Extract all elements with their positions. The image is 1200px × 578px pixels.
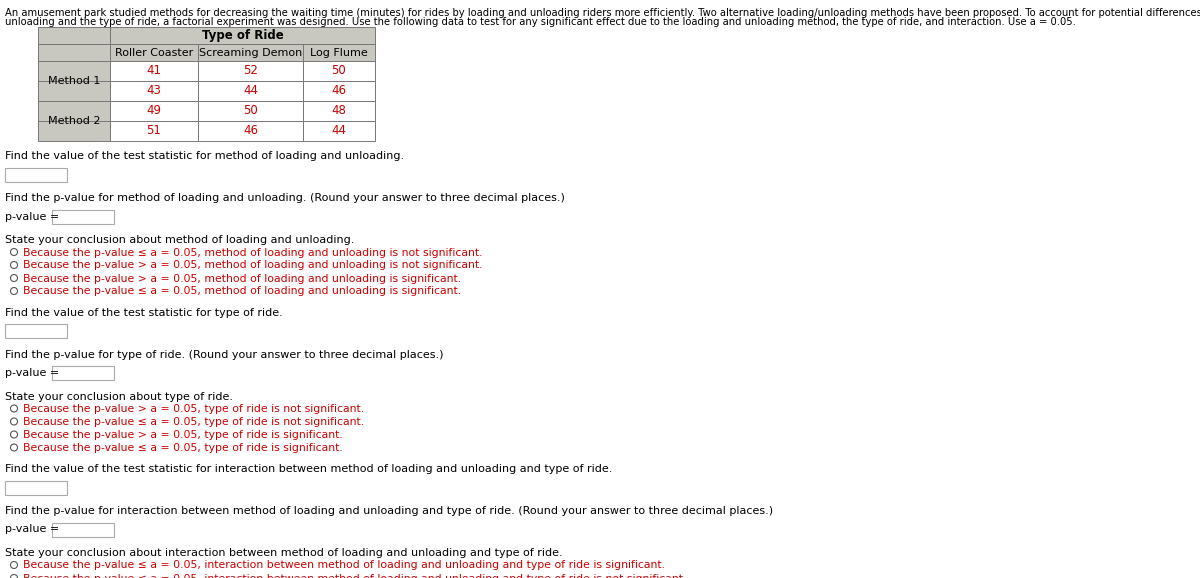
Circle shape bbox=[11, 575, 18, 578]
Text: Type of Ride: Type of Ride bbox=[202, 29, 283, 42]
Text: Roller Coaster: Roller Coaster bbox=[115, 47, 193, 57]
Text: Because the p-value > a = 0.05, type of ride is significant.: Because the p-value > a = 0.05, type of … bbox=[23, 430, 343, 440]
Bar bbox=[110, 121, 198, 141]
Text: p-value =: p-value = bbox=[5, 524, 62, 535]
Text: Because the p-value ≤ a = 0.05, interaction between method of loading and unload: Because the p-value ≤ a = 0.05, interact… bbox=[23, 573, 686, 578]
Circle shape bbox=[11, 405, 18, 412]
Bar bbox=[110, 44, 198, 61]
Bar bbox=[110, 61, 198, 81]
Bar bbox=[38, 27, 110, 44]
Text: 50: 50 bbox=[331, 65, 347, 77]
Text: Log Flume: Log Flume bbox=[310, 47, 368, 57]
Text: Because the p-value ≤ a = 0.05, type of ride is not significant.: Because the p-value ≤ a = 0.05, type of … bbox=[23, 417, 364, 427]
Circle shape bbox=[11, 287, 18, 295]
Text: State your conclusion about interaction between method of loading and unloading : State your conclusion about interaction … bbox=[5, 548, 563, 558]
Text: State your conclusion about type of ride.: State your conclusion about type of ride… bbox=[5, 391, 233, 402]
Circle shape bbox=[11, 418, 18, 425]
Text: unloading and the type of ride, a factorial experiment was designed. Use the fol: unloading and the type of ride, a factor… bbox=[5, 17, 1076, 27]
Bar bbox=[5, 324, 67, 338]
Bar bbox=[52, 209, 114, 224]
Bar bbox=[302, 101, 374, 121]
Bar bbox=[38, 61, 110, 81]
Text: Find the value of the test statistic for type of ride.: Find the value of the test statistic for… bbox=[5, 307, 283, 317]
Text: Because the p-value ≤ a = 0.05, type of ride is significant.: Because the p-value ≤ a = 0.05, type of … bbox=[23, 443, 343, 453]
Text: Find the p-value for interaction between method of loading and unloading and typ: Find the p-value for interaction between… bbox=[5, 506, 773, 516]
Circle shape bbox=[11, 261, 18, 269]
Text: 44: 44 bbox=[242, 84, 258, 98]
Bar bbox=[198, 44, 302, 61]
Bar bbox=[110, 81, 198, 101]
Text: Find the p-value for method of loading and unloading. (Round your answer to thre: Find the p-value for method of loading a… bbox=[5, 193, 565, 203]
Text: Find the p-value for type of ride. (Round your answer to three decimal places.): Find the p-value for type of ride. (Roun… bbox=[5, 350, 444, 360]
Text: Because the p-value > a = 0.05, method of loading and unloading is not significa: Because the p-value > a = 0.05, method o… bbox=[23, 261, 482, 271]
Text: 52: 52 bbox=[244, 65, 258, 77]
Text: Because the p-value > a = 0.05, type of ride is not significant.: Because the p-value > a = 0.05, type of … bbox=[23, 404, 364, 414]
Bar bbox=[198, 81, 302, 101]
Bar bbox=[110, 27, 374, 44]
Circle shape bbox=[11, 275, 18, 281]
Bar bbox=[38, 81, 110, 101]
Bar bbox=[5, 168, 67, 181]
Bar bbox=[302, 61, 374, 81]
Text: Because the p-value ≤ a = 0.05, method of loading and unloading is significant.: Because the p-value ≤ a = 0.05, method o… bbox=[23, 287, 461, 297]
Text: 51: 51 bbox=[146, 124, 162, 138]
Bar bbox=[302, 81, 374, 101]
Bar bbox=[38, 44, 110, 61]
Bar bbox=[198, 121, 302, 141]
Text: 41: 41 bbox=[146, 65, 162, 77]
Text: An amusement park studied methods for decreasing the waiting time (minutes) for : An amusement park studied methods for de… bbox=[5, 8, 1200, 18]
Text: Screaming Demon: Screaming Demon bbox=[199, 47, 302, 57]
Text: Because the p-value > a = 0.05, method of loading and unloading is significant.: Because the p-value > a = 0.05, method o… bbox=[23, 273, 461, 283]
Text: p-value =: p-value = bbox=[5, 212, 62, 221]
Bar bbox=[38, 101, 110, 121]
Text: 48: 48 bbox=[331, 105, 347, 117]
Bar bbox=[302, 44, 374, 61]
Text: 46: 46 bbox=[331, 84, 347, 98]
Bar bbox=[52, 523, 114, 536]
Circle shape bbox=[11, 249, 18, 255]
Bar bbox=[38, 121, 110, 141]
Circle shape bbox=[11, 431, 18, 438]
Text: 46: 46 bbox=[242, 124, 258, 138]
Text: 50: 50 bbox=[244, 105, 258, 117]
Text: Method 2: Method 2 bbox=[48, 116, 101, 126]
Text: 49: 49 bbox=[146, 105, 162, 117]
Bar bbox=[198, 61, 302, 81]
Text: 43: 43 bbox=[146, 84, 162, 98]
Text: p-value =: p-value = bbox=[5, 368, 62, 378]
Bar bbox=[52, 366, 114, 380]
Circle shape bbox=[11, 444, 18, 451]
Text: Find the value of the test statistic for method of loading and unloading.: Find the value of the test statistic for… bbox=[5, 151, 404, 161]
Text: State your conclusion about method of loading and unloading.: State your conclusion about method of lo… bbox=[5, 235, 354, 245]
Text: Because the p-value ≤ a = 0.05, interaction between method of loading and unload: Because the p-value ≤ a = 0.05, interact… bbox=[23, 561, 665, 570]
Bar bbox=[302, 121, 374, 141]
Text: 44: 44 bbox=[331, 124, 347, 138]
Bar bbox=[110, 101, 198, 121]
Bar bbox=[198, 101, 302, 121]
Bar bbox=[5, 480, 67, 495]
Circle shape bbox=[11, 561, 18, 569]
Text: Because the p-value ≤ a = 0.05, method of loading and unloading is not significa: Because the p-value ≤ a = 0.05, method o… bbox=[23, 247, 482, 258]
Text: Method 1: Method 1 bbox=[48, 76, 100, 86]
Text: Find the value of the test statistic for interaction between method of loading a: Find the value of the test statistic for… bbox=[5, 464, 612, 474]
